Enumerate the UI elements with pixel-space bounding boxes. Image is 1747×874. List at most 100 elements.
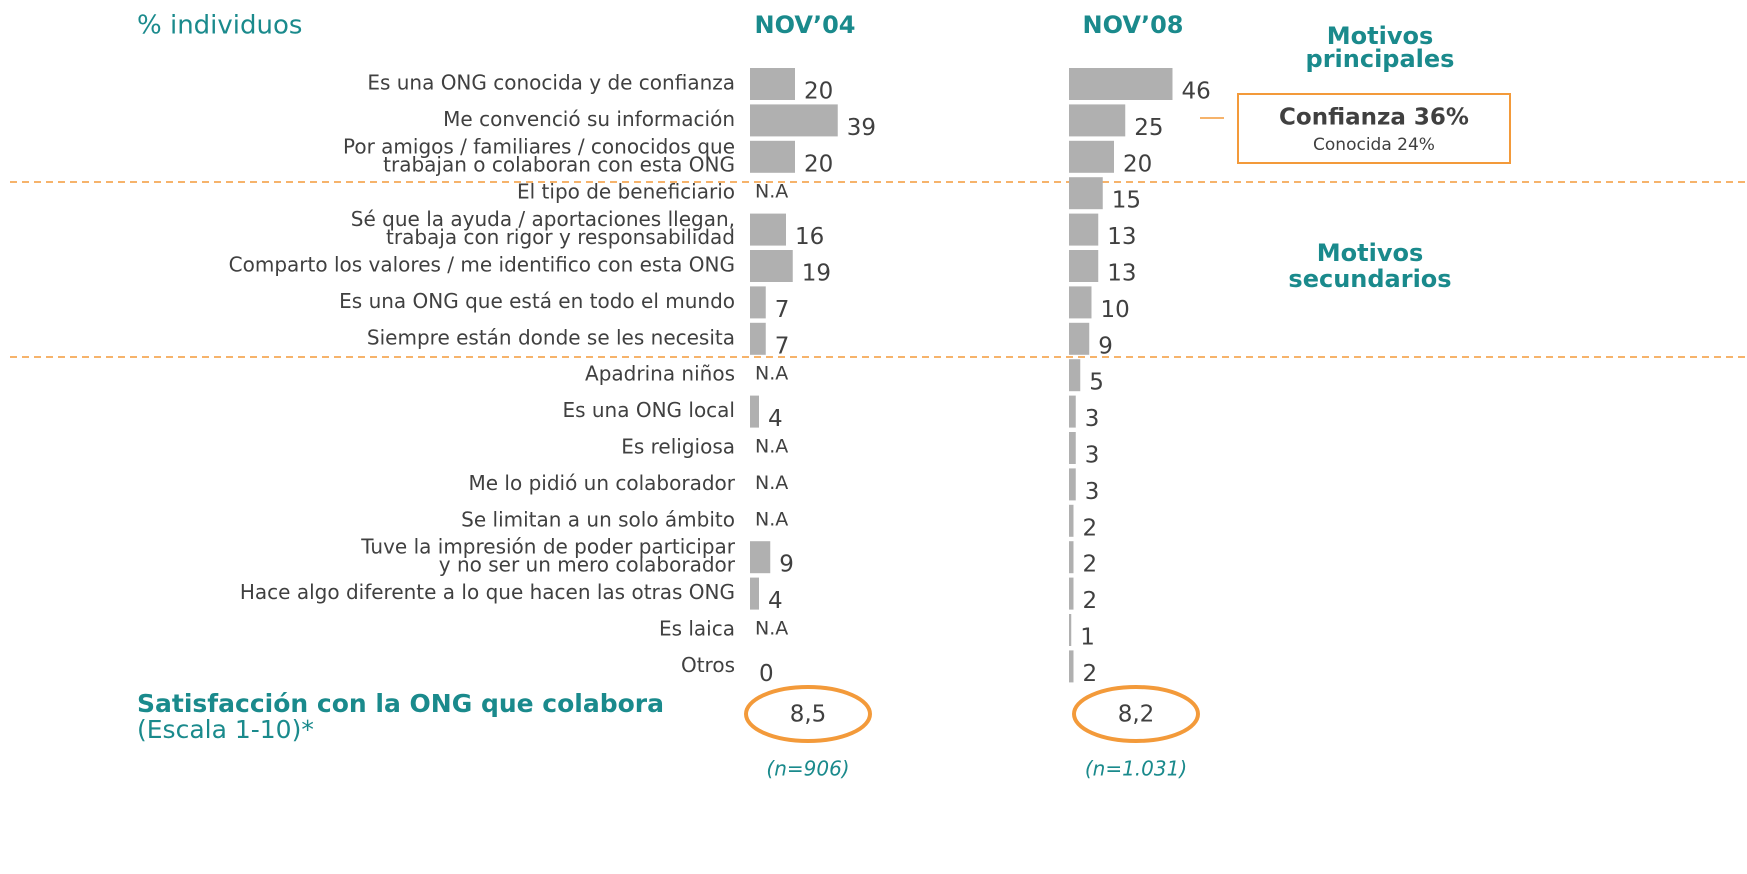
category-label: Me convenció su información [443,107,735,131]
value-label: N.A [755,618,788,640]
category-label: Apadrina niños [585,362,735,386]
value-label: 9 [1098,333,1113,359]
category-label: Comparto los valores / me identifico con… [229,253,735,277]
bar [1069,504,1074,537]
category-label: Hace algo diferente a lo que hacen las o… [240,580,735,604]
group-label: principales [1306,45,1455,73]
callout-title: Confianza 36% [1279,105,1469,131]
bar [750,322,766,355]
bar [1069,614,1072,646]
value-label: 13 [1107,224,1136,250]
value-label: 7 [775,297,790,323]
value-label: 2 [1083,661,1098,687]
satisfaction-ring [744,685,872,743]
bar [1069,432,1076,464]
value-label: 2 [1083,552,1098,578]
category-label: trabaja con rigor y responsabilidad [386,225,735,249]
category-label: Es religiosa [621,435,735,459]
bar [750,577,759,610]
value-label: 4 [768,406,783,432]
bar [1069,140,1114,173]
category-label: Me lo pidió un colaborador [469,471,736,495]
value-label: 16 [795,224,824,250]
bar [1069,468,1076,501]
value-label: 9 [779,552,794,578]
value-label: 0 [759,661,774,687]
sample-size: (n=906) [766,757,849,781]
category-label: Es una ONG que está en todo el mundo [339,289,735,313]
category-label: Sé que la ayuda / aportaciones llegan, [351,207,735,231]
bar [1069,650,1074,683]
callout-subtitle: Conocida 24% [1313,135,1435,155]
bar [1069,213,1099,246]
value-label: 10 [1101,297,1130,323]
value-label: 3 [1085,479,1100,505]
category-label: El tipo de beneficiario [517,180,735,204]
bar [750,250,793,282]
category-label: Otros [681,653,735,677]
bar [750,104,838,137]
bar [1069,250,1099,282]
bar [1069,68,1173,100]
value-label: 39 [847,115,876,141]
value-label: 4 [768,588,783,614]
bar [750,68,795,100]
value-label: 5 [1089,370,1104,396]
series-header: NOV’08 [1083,11,1184,39]
value-label: 7 [775,333,790,359]
value-label: 19 [802,261,831,287]
category-label: Es laica [659,617,735,641]
bar [750,140,795,173]
value-label: 2 [1083,515,1098,541]
value-label: 13 [1107,261,1136,287]
sample-size: (n=1.031) [1085,757,1187,781]
group-label: secundarios [1288,265,1451,293]
group-label: Motivos [1327,22,1434,50]
bar [750,286,766,319]
value-label: 20 [1123,151,1152,177]
value-label: 20 [804,79,833,105]
value-label: 3 [1085,406,1100,432]
value-label: 20 [804,151,833,177]
category-label: Siempre están donde se les necesita [367,325,735,349]
value-label: N.A [755,181,788,203]
category-label: y no ser un mero colaborador [439,553,736,577]
bar [1069,577,1074,610]
bar [1069,322,1090,355]
satisfaction-subtitle: (Escala 1-10)* [137,715,314,744]
satisfaction-value: 8,5 [790,702,827,728]
bar [1069,359,1081,392]
group-label: Motivos [1317,239,1424,267]
callout-box [1237,93,1511,164]
value-label: 3 [1085,443,1100,469]
satisfaction-title: Satisfacción con la ONG que colabora [137,689,664,718]
category-label: Es una ONG conocida y de confianza [367,71,735,95]
category-label: Es una ONG local [562,398,735,422]
category-label: Por amigos / familiares / conocidos que [343,134,735,158]
value-label: 15 [1112,188,1141,214]
bar [750,541,771,574]
satisfaction-ring [1072,685,1200,743]
bar [750,213,786,246]
series-header: NOV’04 [755,11,856,39]
category-label: trabajan o colaboran con esta ONG [383,152,735,176]
bar [1069,177,1103,210]
bar [1069,286,1092,319]
value-label: 25 [1134,115,1163,141]
satisfaction-value: 8,2 [1118,702,1155,728]
value-label: N.A [755,472,788,494]
category-label: Tuve la impresión de poder participar [360,535,736,559]
value-label: N.A [755,363,788,385]
value-label: 46 [1182,79,1211,105]
value-label: 2 [1083,588,1098,614]
bar [750,395,759,428]
value-label: 1 [1080,625,1095,651]
value-label: N.A [755,508,788,530]
value-label: N.A [755,436,788,458]
bar [1069,395,1076,428]
bar [1069,541,1074,574]
category-label: Se limitan a un solo ámbito [461,507,735,531]
chart-title: % individuos [137,11,302,41]
bar [1069,104,1126,137]
